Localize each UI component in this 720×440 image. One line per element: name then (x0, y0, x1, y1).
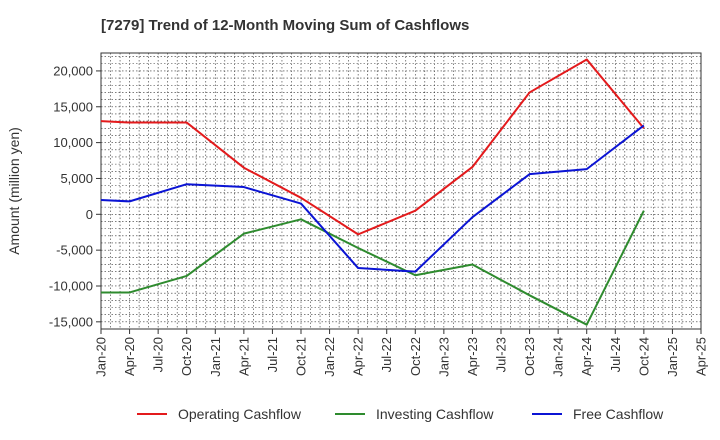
x-tick-label: Apr-23 (465, 337, 480, 376)
x-tick-label: Jul-23 (494, 337, 509, 372)
x-tick-label: Jan-21 (208, 337, 223, 377)
legend-label-2: Free Cashflow (573, 406, 664, 422)
x-tick-label: Apr-20 (122, 337, 137, 376)
y-tick-labels: -15,000 -10,000 -5,000 0 5,000 10,000 15,000 20… (49, 63, 101, 329)
y-tick-label: -10,000 (49, 278, 93, 293)
x-tick-labels: Jan-20 Apr-20 Jul-20 Oct-20 Jan-21 Apr-21 Jul-… (94, 329, 709, 377)
grid-lines (101, 53, 701, 329)
y-tick-label: -15,000 (49, 314, 93, 329)
x-tick-label: Apr-24 (579, 337, 594, 376)
legend-label-1: Investing Cashflow (376, 406, 494, 422)
x-tick-label: Jul-21 (265, 337, 280, 372)
x-tick-label: Jul-20 (151, 337, 166, 372)
y-tick-label: 0 (86, 207, 93, 222)
y-tick-label: 5,000 (60, 171, 93, 186)
x-tick-label: Jan-25 (665, 337, 680, 377)
x-tick-label: Jul-24 (608, 337, 623, 372)
x-tick-label: Oct-20 (179, 337, 194, 376)
x-tick-label: Oct-22 (408, 337, 423, 376)
x-tick-label: Jul-22 (379, 337, 394, 372)
x-tick-label: Apr-21 (236, 337, 251, 376)
plot-area (100, 52, 702, 330)
series-line-1 (101, 210, 645, 326)
x-tick-label: Oct-23 (522, 337, 537, 376)
x-tick-label: Jan-23 (436, 337, 451, 377)
series-line-2 (100, 124, 645, 273)
x-tick-label: Apr-22 (351, 337, 366, 376)
legend-label-0: Operating Cashflow (178, 406, 302, 422)
x-tick-label: Jan-20 (94, 337, 109, 377)
series-lines (100, 58, 645, 326)
series-line-0 (100, 58, 645, 236)
x-tick-label: Oct-21 (294, 337, 309, 376)
x-tick-label: Jan-24 (551, 337, 566, 377)
y-tick-label: 10,000 (53, 135, 93, 150)
y-tick-label: 15,000 (53, 99, 93, 114)
y-axis-label: Amount (million yen) (6, 127, 22, 255)
y-tick-label: -5,000 (56, 243, 93, 258)
chart-title: [7279] Trend of 12-Month Moving Sum of C… (101, 17, 469, 34)
legend: Operating Cashflow Investing Cashflow Free… (137, 406, 664, 422)
x-tick-label: Oct-24 (636, 337, 651, 376)
x-tick-label: Apr-25 (694, 337, 709, 376)
x-tick-label: Jan-22 (322, 337, 337, 377)
y-tick-label: 20,000 (53, 63, 93, 78)
